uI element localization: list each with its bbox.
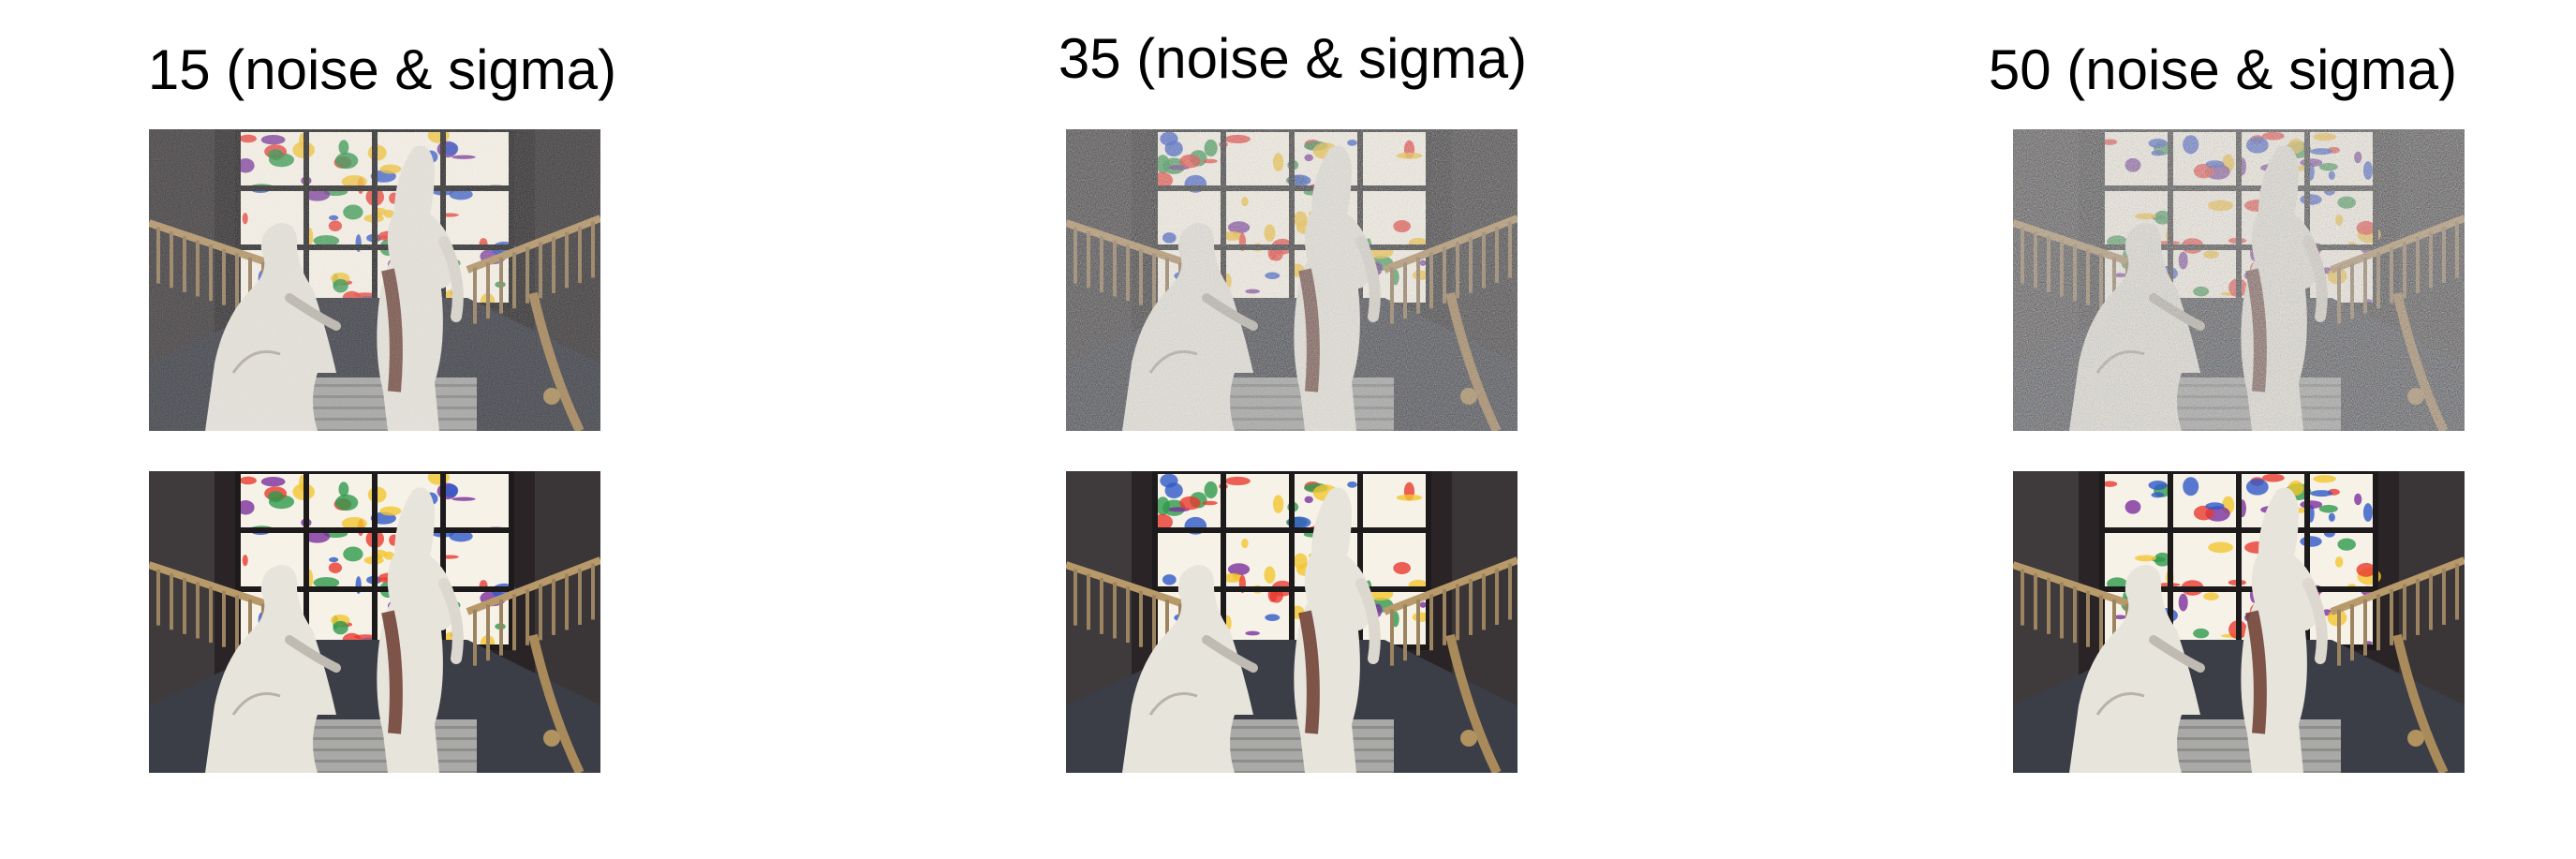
statue-scene	[1066, 471, 1517, 773]
statue-scene	[1066, 129, 1517, 431]
column-title-50: 50 (noise & sigma)	[1988, 38, 2458, 101]
kneeling-statue	[1122, 223, 1253, 431]
statue-scene	[2013, 471, 2465, 773]
kneeling-statue	[2069, 223, 2200, 431]
kneeling-statue	[205, 223, 336, 431]
noisy-image-sigma-15	[149, 129, 600, 431]
column-title-15: 15 (noise & sigma)	[147, 38, 617, 101]
noisy-image-sigma-35	[1066, 129, 1517, 431]
noisy-image-sigma-50	[2013, 129, 2465, 431]
denoised-image-sigma-35	[1066, 471, 1517, 773]
statue-scene	[2013, 129, 2465, 431]
kneeling-statue	[2069, 565, 2200, 773]
statue-scene	[149, 471, 600, 773]
denoised-image-sigma-15	[149, 471, 600, 773]
statue-scene	[149, 129, 600, 431]
denoised-image-sigma-50	[2013, 471, 2465, 773]
kneeling-statue	[205, 565, 336, 773]
column-title-35: 35 (noise & sigma)	[1058, 27, 1528, 90]
kneeling-statue	[1122, 565, 1253, 773]
